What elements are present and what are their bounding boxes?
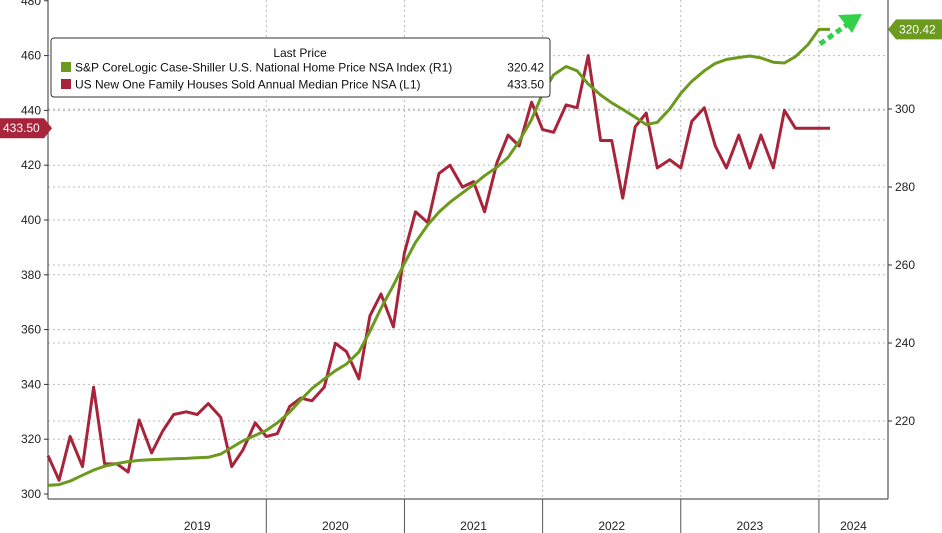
legend: Last Price S&P CoreLogic Case-Shiller U.… xyxy=(50,37,551,98)
right-tick-label-240: 240 xyxy=(895,336,915,350)
median-price-line xyxy=(46,54,830,482)
right-tick-label-280: 280 xyxy=(895,180,915,194)
legend-label-case-shiller: S&P CoreLogic Case-Shiller U.S. National… xyxy=(75,61,452,75)
series-lines xyxy=(46,27,830,487)
year-label-2020: 2020 xyxy=(322,519,349,533)
legend-box xyxy=(50,37,551,98)
legend-label-median-price: US New One Family Houses Sold Annual Med… xyxy=(75,78,421,92)
left-tick-label-360: 360 xyxy=(21,323,41,337)
right-tag-text: 320.42 xyxy=(899,22,936,36)
left-tick-label-380: 380 xyxy=(21,268,41,282)
right-tick-label-300: 300 xyxy=(895,102,915,116)
left-axis: 300 320 340 360 380 400 420 440 460 480 xyxy=(21,0,49,501)
right-axis: 220 240 260 280 300 xyxy=(887,0,915,499)
left-tag-shape xyxy=(0,118,52,139)
x-axis: 2019 2020 2021 2022 2023 2024 xyxy=(48,498,888,533)
left-tick-label-400: 400 xyxy=(21,213,41,227)
arrow-shaft xyxy=(818,21,850,47)
arrow-head xyxy=(838,14,862,33)
legend-value-case-shiller: 320.42 xyxy=(507,61,544,75)
year-label-2024: 2024 xyxy=(840,519,867,533)
legend-value-median-price: 433.50 xyxy=(507,78,544,92)
grid-lines xyxy=(48,0,888,499)
left-tick-label-320: 320 xyxy=(21,432,41,446)
left-tick-label-480: 480 xyxy=(21,0,41,8)
legend-title: Last Price xyxy=(273,46,327,60)
right-tick-label-220: 220 xyxy=(895,414,915,428)
left-tick-label-460: 460 xyxy=(21,49,41,63)
year-label-2023: 2023 xyxy=(736,519,763,533)
left-tick-label-440: 440 xyxy=(21,103,41,117)
left-tag-text: 433.50 xyxy=(3,121,40,135)
right-tag-shape xyxy=(888,19,942,40)
left-tick-label-340: 340 xyxy=(21,377,41,391)
left-tick-label-420: 420 xyxy=(21,158,41,172)
legend-swatch-case-shiller xyxy=(61,62,71,72)
legend-swatch-median-price xyxy=(61,79,71,89)
green-up-arrow-icon xyxy=(818,14,862,47)
year-label-2019: 2019 xyxy=(184,519,211,533)
right-tick-label-260: 260 xyxy=(895,258,915,272)
right-last-value-tag: 320.42 xyxy=(888,19,942,40)
left-tick-label-300: 300 xyxy=(21,487,41,501)
year-label-2021: 2021 xyxy=(460,519,487,533)
left-last-value-tag: 433.50 xyxy=(0,118,52,139)
case-shiller-line xyxy=(47,27,830,487)
year-label-2022: 2022 xyxy=(598,519,625,533)
